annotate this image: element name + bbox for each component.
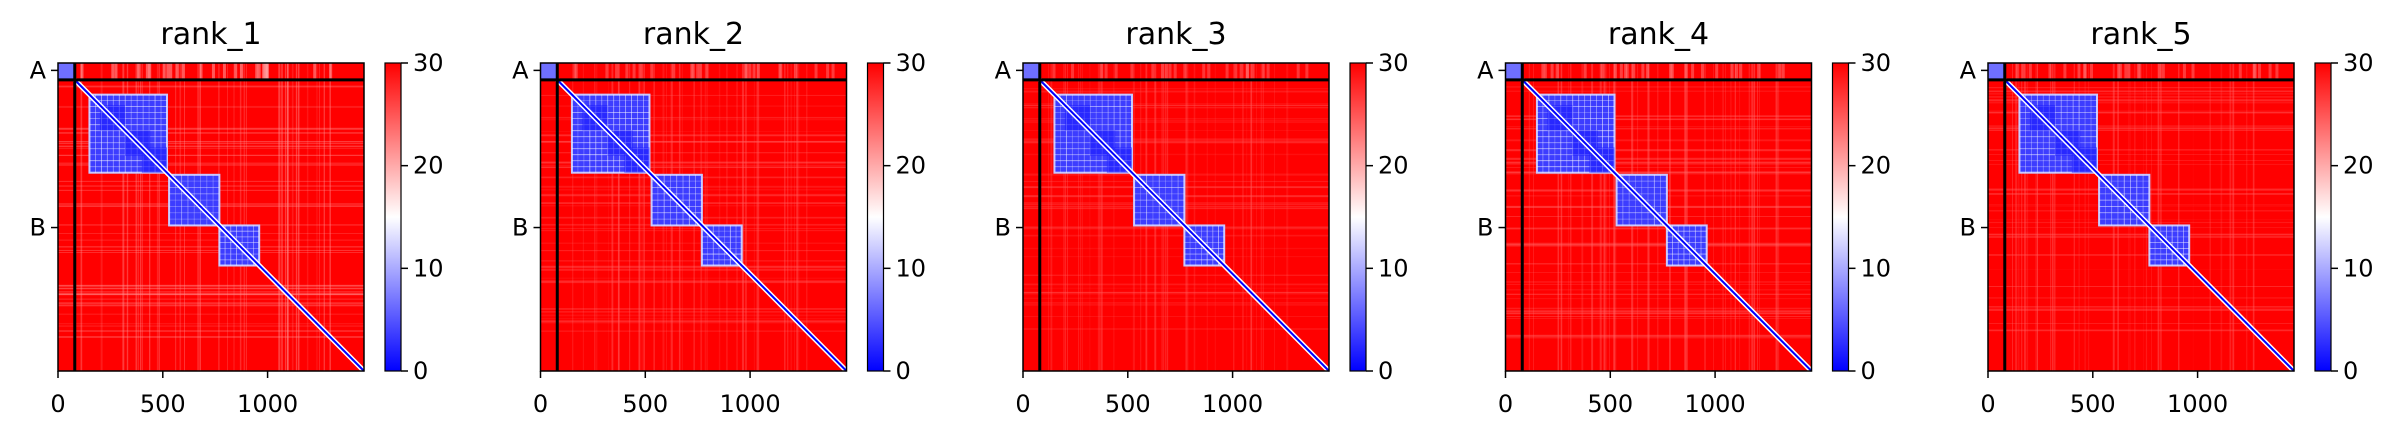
chain-label-a: A: [1477, 56, 1494, 84]
panel-rank-5: rank_5 0 500 1000 A B 0 10 20 30: [1960, 17, 2374, 418]
x-tick-label: 500: [2070, 390, 2116, 418]
heatmap-streaks: [58, 63, 364, 371]
x-tick-label: 500: [140, 390, 186, 418]
diagonal-band: [74, 79, 365, 372]
colorbar-tick-label: 0: [1861, 357, 1876, 385]
x-tick-label: 0: [1980, 390, 1995, 418]
colorbar-tick-label: 20: [413, 152, 444, 180]
chain-label-b: B: [1477, 214, 1493, 242]
colorbar: 0 10 20 30: [2314, 49, 2374, 385]
panel-title: rank_4: [1608, 17, 1709, 52]
colorbar-tick-label: 20: [896, 152, 927, 180]
panel-rank-4: rank_4 0 500 1000 A B 0 10 20 30: [1477, 17, 1891, 418]
chain-a-block: [1505, 63, 1523, 80]
x-tick-label: 0: [1498, 390, 1513, 418]
chain-label-a: A: [30, 56, 47, 84]
x-tick-label: 500: [622, 390, 668, 418]
panel-rank-2: rank_2 0 500 1000 A B 0 10 20 30: [512, 17, 926, 418]
colorbar-tick-label: 30: [896, 49, 927, 77]
x-tick-label: 0: [533, 390, 548, 418]
heatmap-frame: [57, 62, 365, 372]
heatmap-frame: [1987, 62, 2295, 372]
diagonal-band: [556, 79, 848, 372]
x-tick-label: 1000: [720, 390, 781, 418]
panel-rank-1: rank_1 0 500 1000 A B 0 10 20 30: [30, 17, 444, 418]
chain-label-b: B: [995, 214, 1011, 242]
colorbar-tick-label: 20: [2343, 152, 2374, 180]
chain-label-b: B: [1960, 214, 1976, 242]
x-tick-label: 1000: [1202, 390, 1263, 418]
x-tick-label: 1000: [2167, 390, 2228, 418]
colorbar-tick-label: 10: [413, 254, 444, 282]
colorbar-tick-label: 10: [1861, 254, 1892, 282]
x-tick-label: 1000: [237, 390, 298, 418]
colorbar: 0 10 20 30: [1349, 49, 1409, 385]
colorbar-tick-label: 0: [1378, 357, 1393, 385]
chain-label-b: B: [512, 214, 528, 242]
colorbar-tick-label: 20: [1378, 152, 1409, 180]
heatmap-frame: [1504, 62, 1813, 372]
colorbar-tick-label: 30: [1861, 49, 1892, 77]
diagonal-band: [1039, 79, 1330, 372]
colorbar-tick-label: 30: [2343, 49, 2374, 77]
colorbar-tick-label: 10: [2343, 254, 2374, 282]
chain-label-a: A: [995, 56, 1012, 84]
x-tick-label: 0: [1015, 390, 1030, 418]
colorbar-tick-label: 10: [896, 254, 927, 282]
panel-title: rank_1: [160, 17, 261, 52]
chain-a-block: [1023, 63, 1040, 80]
panel-rank-3: rank_3 0 500 1000 A B 0 10 20 30: [995, 17, 1409, 418]
colorbar-tick-label: 20: [1861, 152, 1892, 180]
heatmap-frame: [539, 62, 848, 372]
x-tick-label: 500: [1587, 390, 1633, 418]
x-tick-label: 500: [1105, 390, 1151, 418]
panel-title: rank_5: [2090, 17, 2191, 52]
x-tick-label: 0: [50, 390, 65, 418]
chain-a-block: [540, 63, 558, 80]
panel-title: rank_2: [643, 17, 744, 52]
panel-title: rank_3: [1125, 17, 1226, 52]
chain-label-a: A: [1960, 56, 1977, 84]
colorbar: 0 10 20 30: [866, 49, 927, 385]
colorbar-tick-label: 0: [2343, 357, 2358, 385]
x-tick-label: 1000: [1685, 390, 1746, 418]
chain-label-a: A: [512, 56, 529, 84]
colorbar-tick-label: 10: [1378, 254, 1409, 282]
colorbar: 0 10 20 30: [384, 49, 444, 385]
colorbar-tick-label: 30: [1378, 49, 1409, 77]
chain-a-block: [58, 63, 75, 80]
diagonal-band: [2004, 79, 2295, 372]
chain-label-b: B: [30, 214, 46, 242]
colorbar-tick-label: 0: [896, 357, 911, 385]
colorbar: 0 10 20 30: [1831, 49, 1892, 385]
chain-a-block: [1988, 63, 2005, 80]
colorbar-tick-label: 30: [413, 49, 444, 77]
colorbar-tick-label: 0: [413, 357, 428, 385]
diagonal-band: [1521, 79, 1813, 372]
heatmap-frame: [1022, 62, 1330, 372]
